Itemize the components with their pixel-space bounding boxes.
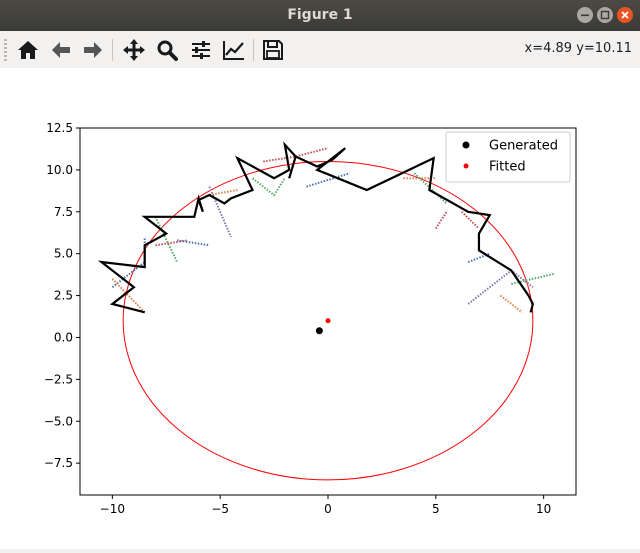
dotted-segment [499,294,523,314]
cursor-coordinates: x=4.89 y=10.11 [524,41,632,56]
y-tick-label: 7.5 [54,205,73,219]
window-title: Figure 1 [287,7,353,23]
dotted-segment [209,189,238,197]
maximize-button[interactable] [597,7,613,23]
fitted-center-point [325,318,331,324]
toolbar-separator [112,39,113,61]
forward-button[interactable] [80,37,106,63]
x-tick-label: 5 [432,502,440,516]
title-bar[interactable]: Figure 1 [0,0,640,31]
line-chart-icon [223,41,244,60]
legend-marker [463,163,469,169]
dotted-segment [111,236,146,288]
legend-label: Fitted [489,160,526,175]
legend-box [445,131,571,183]
y-tick-label: 2.5 [54,289,73,303]
minimize-button[interactable] [577,7,593,23]
plot-svg[interactable]: −10 −5 0 5 10 −7.5 −5.0 −2.5 0.0 2.5 5.0 7.5 10.0 12.… [0,68,640,549]
axes-frame [79,127,577,496]
zoom-button[interactable] [154,37,180,63]
dotted-segment [251,177,286,197]
x-tick-label: −5 [211,502,229,516]
close-button[interactable] [617,7,633,23]
minimize-icon [581,14,589,17]
back-button[interactable] [48,37,74,63]
move-icon [123,39,145,61]
close-icon [621,11,629,19]
dotted-segment [176,239,210,247]
y-tick-label: −2.5 [44,372,73,386]
generated-outline [97,141,535,314]
y-tick-label: 10.0 [46,163,73,177]
floppy-disk-icon [263,40,283,60]
edit-axis-button[interactable] [221,37,247,63]
x-tick-label: −10 [100,502,125,516]
dotted-segment [155,239,188,247]
dotted-segment [154,216,178,263]
dotted-segment [434,211,448,230]
legend-marker [462,141,470,149]
y-tick-label: −7.5 [44,456,73,470]
x-tick-label: 10 [536,502,551,516]
arrow-left-icon [52,42,70,58]
maximize-icon [600,10,610,20]
toolbar-separator [253,39,254,61]
sliders-icon [192,41,210,59]
y-tick-label: −5.0 [44,414,73,428]
generated-center-point [315,327,323,335]
home-icon [18,41,38,59]
x-tick-label: 0 [324,502,332,516]
dotted-segment [461,211,480,230]
arrow-right-icon [84,42,102,58]
legend[interactable]: Generated Fitted [445,131,571,183]
toolbar-grip[interactable] [4,39,7,61]
magnifier-icon [157,40,178,61]
save-button[interactable] [260,37,286,63]
pan-button[interactable] [121,37,147,63]
legend-label: Generated [489,139,558,154]
y-tick-label: 0.0 [54,330,73,344]
dotted-segment [263,147,329,163]
configure-subplots-button[interactable] [188,37,214,63]
figure-canvas[interactable]: −10 −5 0 5 10 −7.5 −5.0 −2.5 0.0 2.5 5.0 7.5 10.0 12.… [0,68,640,549]
toolbar: x=4.89 y=10.11 [0,31,640,69]
home-button[interactable] [15,37,41,63]
y-tick-label: 5.0 [54,247,73,261]
y-tick-label: 12.5 [46,121,73,135]
